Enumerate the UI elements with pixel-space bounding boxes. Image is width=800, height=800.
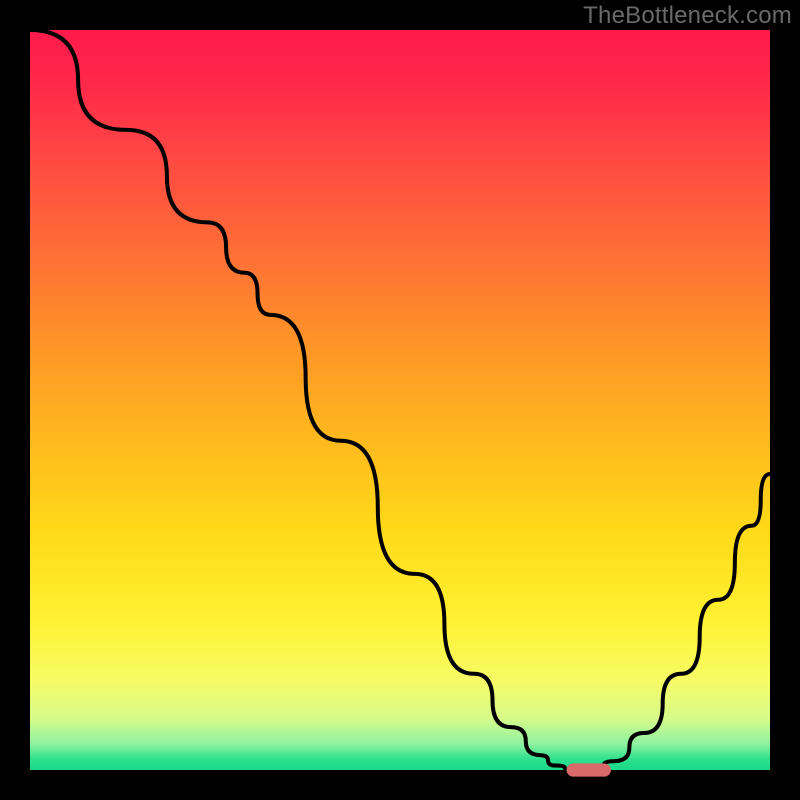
chart-stage: TheBottleneck.com [0,0,800,800]
watermark-text: TheBottleneck.com [583,2,792,30]
optimal-marker [567,763,611,776]
bottleneck-chart [0,0,800,800]
plot-background [30,30,770,770]
